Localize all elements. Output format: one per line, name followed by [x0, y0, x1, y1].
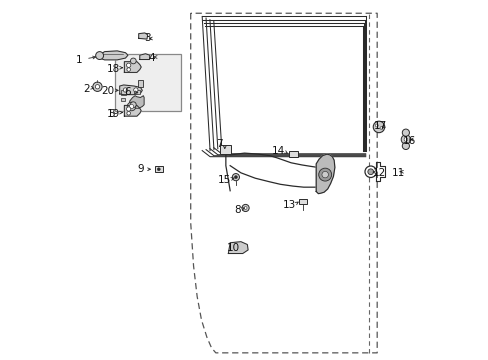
Text: 20: 20: [102, 86, 115, 96]
Text: 14: 14: [271, 146, 285, 156]
Bar: [298, 199, 306, 204]
Text: 2: 2: [83, 84, 90, 94]
Text: 11: 11: [391, 168, 405, 178]
Bar: [134, 90, 140, 94]
Circle shape: [126, 112, 130, 115]
Circle shape: [318, 168, 331, 181]
Circle shape: [244, 207, 246, 210]
Circle shape: [367, 169, 373, 175]
Text: 1: 1: [76, 55, 82, 65]
Circle shape: [234, 176, 237, 179]
Circle shape: [126, 68, 130, 71]
Text: 13: 13: [282, 200, 295, 210]
Circle shape: [130, 58, 136, 64]
Circle shape: [402, 142, 408, 149]
Text: 17: 17: [373, 121, 386, 131]
Polygon shape: [124, 105, 141, 116]
Polygon shape: [139, 33, 147, 39]
Text: 16: 16: [402, 136, 415, 145]
Bar: [121, 98, 125, 101]
Polygon shape: [124, 62, 141, 72]
Text: 6: 6: [124, 87, 131, 97]
Bar: [115, 54, 181, 111]
Text: 19: 19: [107, 109, 120, 119]
Circle shape: [242, 204, 249, 212]
Polygon shape: [228, 242, 247, 253]
Polygon shape: [120, 85, 142, 95]
Circle shape: [126, 63, 131, 67]
Circle shape: [372, 121, 384, 133]
Circle shape: [364, 166, 376, 177]
Polygon shape: [140, 54, 149, 59]
Circle shape: [400, 135, 410, 144]
Circle shape: [157, 168, 160, 171]
Text: 18: 18: [107, 64, 120, 74]
Circle shape: [321, 171, 328, 178]
Circle shape: [403, 138, 407, 141]
Circle shape: [130, 102, 136, 108]
Circle shape: [379, 127, 382, 130]
Circle shape: [126, 107, 131, 111]
Circle shape: [95, 85, 100, 89]
Circle shape: [375, 124, 378, 127]
Circle shape: [133, 88, 138, 92]
Bar: [137, 80, 142, 87]
Text: 5: 5: [108, 109, 115, 119]
Circle shape: [127, 102, 136, 111]
Polygon shape: [316, 154, 334, 194]
Circle shape: [123, 88, 127, 92]
Text: 10: 10: [227, 243, 240, 253]
Circle shape: [93, 82, 102, 91]
Text: 15: 15: [218, 175, 231, 185]
Text: 3: 3: [144, 33, 151, 43]
Bar: [288, 150, 297, 157]
Circle shape: [402, 129, 408, 136]
Text: 4: 4: [148, 53, 154, 63]
Circle shape: [129, 104, 133, 109]
Text: 9: 9: [137, 164, 143, 174]
Circle shape: [232, 174, 239, 181]
Polygon shape: [97, 51, 128, 60]
Bar: [121, 90, 126, 95]
Polygon shape: [129, 96, 144, 108]
Bar: [155, 166, 163, 172]
Bar: [220, 145, 231, 154]
Text: 12: 12: [371, 168, 385, 178]
Text: 8: 8: [234, 206, 240, 216]
Text: 7: 7: [216, 139, 222, 149]
Circle shape: [96, 51, 103, 59]
